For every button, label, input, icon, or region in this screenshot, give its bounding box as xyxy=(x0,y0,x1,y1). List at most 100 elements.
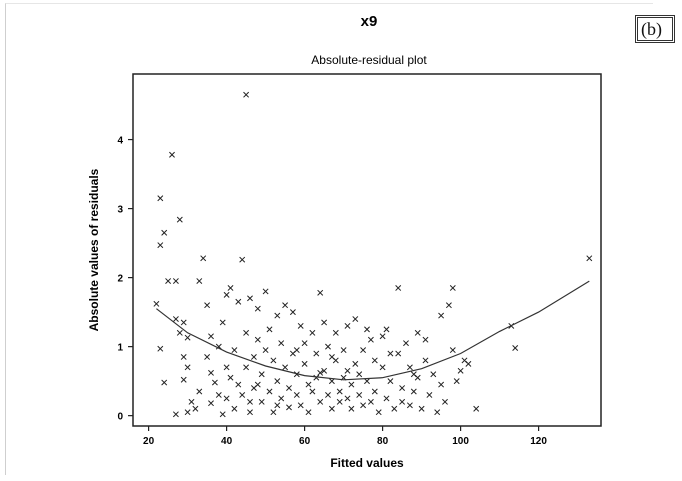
scatter-point xyxy=(196,388,203,395)
scatter-point xyxy=(274,378,281,385)
scatter-point xyxy=(235,381,242,388)
scatter-point xyxy=(270,357,277,364)
x-tick-label: 80 xyxy=(377,436,389,447)
y-axis: 0 1 2 3 4 xyxy=(117,136,133,423)
scatter-point xyxy=(239,391,246,398)
scatter-point xyxy=(219,319,226,326)
scatter-point xyxy=(247,295,253,302)
scatter-point xyxy=(438,381,445,388)
scatter-point xyxy=(445,302,452,309)
scatter-point xyxy=(274,402,281,409)
scatter-point xyxy=(438,312,445,319)
y-tick-label: 0 xyxy=(117,412,123,423)
scatter-point xyxy=(184,364,191,371)
scatter-point xyxy=(270,409,277,416)
scatter-point xyxy=(278,340,285,347)
scatter-point xyxy=(266,388,273,395)
scatter-point xyxy=(371,388,378,395)
scatter-point xyxy=(309,329,316,336)
x-tick-label: 60 xyxy=(299,436,311,447)
scatter-point xyxy=(289,309,296,316)
scatter-point xyxy=(297,402,304,409)
scatter-point xyxy=(399,398,406,405)
x-tick-label: 20 xyxy=(143,436,155,447)
scatter-point xyxy=(332,329,339,336)
scatter-point xyxy=(364,326,370,333)
scatter-point xyxy=(403,340,409,347)
scatter-point xyxy=(180,354,187,360)
x-tick-label: 120 xyxy=(530,436,547,447)
scatter-point xyxy=(434,409,441,416)
scatter-point xyxy=(161,379,168,386)
scatter-point xyxy=(453,378,460,385)
scatter-point xyxy=(344,395,351,402)
scatter-point xyxy=(313,350,320,357)
scatter-point xyxy=(375,409,382,416)
scatter-point xyxy=(254,336,261,343)
scatter-point xyxy=(200,255,207,262)
scatter-point xyxy=(449,285,456,291)
scatter-point xyxy=(309,388,316,395)
scatter-point xyxy=(157,345,164,352)
scatter-point xyxy=(395,285,402,291)
scatter-point xyxy=(410,388,417,395)
fitted-trend-line xyxy=(156,280,590,381)
scatter-point xyxy=(254,305,261,312)
scatter-point xyxy=(196,278,203,285)
scatter-point xyxy=(204,354,211,360)
scatter-point xyxy=(352,360,359,367)
scatter-point xyxy=(250,354,257,360)
y-tick-label: 3 xyxy=(117,205,123,216)
scatter-point xyxy=(278,395,285,402)
scatter-point xyxy=(258,371,265,378)
scatter-point xyxy=(344,322,351,329)
scatter-point xyxy=(180,319,187,326)
scatter-point xyxy=(169,151,175,158)
scatter-point xyxy=(586,255,593,262)
scatter-point xyxy=(192,405,199,412)
scatter-point xyxy=(325,391,331,398)
y-axis-title: Absolute values of residuals xyxy=(87,168,101,331)
scatter-point xyxy=(180,376,187,383)
scatter-point xyxy=(165,278,172,285)
scatter-point xyxy=(157,242,164,249)
scatter-point xyxy=(325,343,331,350)
scatter-point xyxy=(188,398,195,405)
scatter-point xyxy=(352,316,359,322)
scatter-point xyxy=(449,347,456,354)
scatter-point xyxy=(223,364,230,371)
scatter-point xyxy=(215,391,222,398)
scatter-point xyxy=(231,347,238,354)
scatter-point xyxy=(239,256,246,263)
scatter-point xyxy=(360,402,367,409)
scatter-point xyxy=(313,374,320,381)
scatter-point xyxy=(231,405,238,412)
scatter-point xyxy=(208,400,214,407)
plot-area xyxy=(132,73,602,427)
scatter-point xyxy=(172,278,179,285)
y-tick-label: 1 xyxy=(117,343,123,354)
scatter-point xyxy=(208,369,214,376)
y-tick-label: 4 xyxy=(117,136,123,147)
scatter-point xyxy=(512,345,519,351)
scatter-point xyxy=(418,405,425,412)
scatter-point xyxy=(317,289,324,296)
scatter-point xyxy=(387,350,394,357)
scatter-point xyxy=(328,354,335,360)
scatter-point xyxy=(344,367,351,374)
scatter-point xyxy=(442,398,448,405)
scatter-point xyxy=(328,378,335,385)
scatter-point xyxy=(227,285,234,291)
scatter-point xyxy=(317,398,324,405)
scatter-point xyxy=(426,391,433,398)
scatter-point xyxy=(184,334,191,341)
scatter-point xyxy=(399,385,406,391)
scatter-point xyxy=(336,398,343,405)
scatter-point xyxy=(293,391,300,398)
chart-title: x9 xyxy=(361,13,378,30)
scatter-point xyxy=(227,374,234,381)
scatter-point xyxy=(282,302,289,309)
scatter-point xyxy=(254,381,261,388)
scatter-point xyxy=(422,357,429,364)
